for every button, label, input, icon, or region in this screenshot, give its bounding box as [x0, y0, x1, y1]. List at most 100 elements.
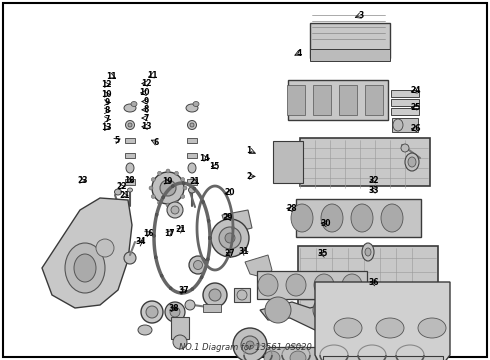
Ellipse shape [209, 289, 221, 301]
Text: 12: 12 [141, 79, 151, 88]
Ellipse shape [115, 189, 122, 195]
Ellipse shape [146, 306, 158, 318]
Ellipse shape [160, 274, 163, 277]
Ellipse shape [183, 186, 187, 190]
Ellipse shape [182, 181, 185, 185]
Ellipse shape [174, 201, 178, 205]
Ellipse shape [128, 123, 132, 127]
Ellipse shape [152, 234, 155, 237]
Text: 4: 4 [296, 49, 301, 58]
Bar [391, 99, 419, 105]
Bar [298, 246, 438, 314]
Polygon shape [315, 282, 450, 360]
Ellipse shape [188, 121, 196, 130]
Ellipse shape [246, 341, 254, 349]
Ellipse shape [126, 163, 134, 173]
Ellipse shape [141, 301, 163, 323]
Ellipse shape [138, 325, 152, 335]
Bar [392, 118, 418, 132]
Ellipse shape [313, 297, 339, 323]
Text: 18: 18 [124, 176, 135, 185]
Ellipse shape [368, 351, 384, 360]
Ellipse shape [286, 274, 306, 296]
Ellipse shape [342, 274, 362, 296]
Ellipse shape [162, 196, 165, 199]
Ellipse shape [149, 186, 153, 190]
Text: NO.1 Diagram for 13561-0S020: NO.1 Diagram for 13561-0S020 [178, 343, 312, 352]
Text: 5: 5 [114, 136, 119, 145]
Text: 13: 13 [101, 123, 112, 132]
Text: 36: 36 [368, 278, 379, 287]
Bar [295, 199, 420, 237]
Bar [265, 347, 385, 360]
Text: 35: 35 [317, 249, 328, 258]
Ellipse shape [181, 194, 185, 198]
Text: 11: 11 [106, 72, 117, 81]
Text: 7: 7 [104, 115, 109, 124]
Text: 19: 19 [162, 177, 173, 186]
Ellipse shape [171, 206, 179, 214]
Ellipse shape [200, 276, 203, 279]
Ellipse shape [190, 188, 195, 192]
Ellipse shape [155, 213, 158, 216]
Text: 16: 16 [143, 229, 153, 238]
Polygon shape [42, 198, 132, 308]
Bar [310, 49, 390, 61]
Text: 33: 33 [368, 186, 379, 194]
Ellipse shape [170, 307, 180, 317]
Ellipse shape [169, 287, 172, 290]
Ellipse shape [207, 219, 210, 222]
Ellipse shape [171, 185, 174, 188]
Text: 20: 20 [224, 188, 235, 197]
Bar [365, 85, 383, 115]
Ellipse shape [405, 153, 419, 171]
Ellipse shape [173, 335, 187, 349]
Bar [313, 85, 331, 115]
Ellipse shape [189, 256, 207, 274]
Ellipse shape [185, 300, 195, 310]
Bar [187, 153, 197, 158]
Bar [310, 22, 390, 58]
Ellipse shape [361, 297, 387, 323]
Ellipse shape [165, 302, 185, 322]
Ellipse shape [157, 201, 162, 205]
Ellipse shape [151, 177, 155, 181]
Text: 24: 24 [410, 86, 421, 95]
Polygon shape [245, 255, 272, 278]
Text: 31: 31 [239, 247, 249, 256]
Ellipse shape [233, 328, 267, 360]
Ellipse shape [65, 243, 105, 293]
Text: 9: 9 [104, 98, 109, 107]
Bar [391, 108, 419, 114]
Ellipse shape [189, 187, 196, 193]
Bar [125, 179, 135, 185]
Text: 27: 27 [224, 249, 235, 258]
Text: 9: 9 [144, 97, 148, 106]
Text: 3: 3 [359, 10, 364, 19]
Ellipse shape [194, 261, 202, 270]
Bar [125, 153, 135, 158]
Ellipse shape [160, 180, 176, 196]
Text: 21: 21 [175, 225, 186, 234]
Ellipse shape [291, 204, 313, 232]
Ellipse shape [166, 169, 170, 173]
Ellipse shape [167, 202, 183, 218]
Text: 11: 11 [147, 71, 158, 80]
Text: 23: 23 [77, 176, 88, 185]
Ellipse shape [186, 104, 198, 112]
Ellipse shape [219, 227, 241, 249]
Bar [287, 85, 305, 115]
Ellipse shape [124, 252, 136, 264]
Text: 21: 21 [190, 177, 200, 186]
Bar [273, 141, 303, 183]
Text: 22: 22 [116, 182, 127, 191]
Ellipse shape [321, 204, 343, 232]
Ellipse shape [225, 233, 235, 243]
Text: 38: 38 [169, 304, 179, 313]
Text: 37: 37 [178, 287, 189, 295]
Ellipse shape [151, 194, 155, 198]
Bar [391, 90, 419, 96]
Ellipse shape [258, 274, 278, 296]
Ellipse shape [181, 177, 185, 181]
Ellipse shape [193, 102, 199, 107]
